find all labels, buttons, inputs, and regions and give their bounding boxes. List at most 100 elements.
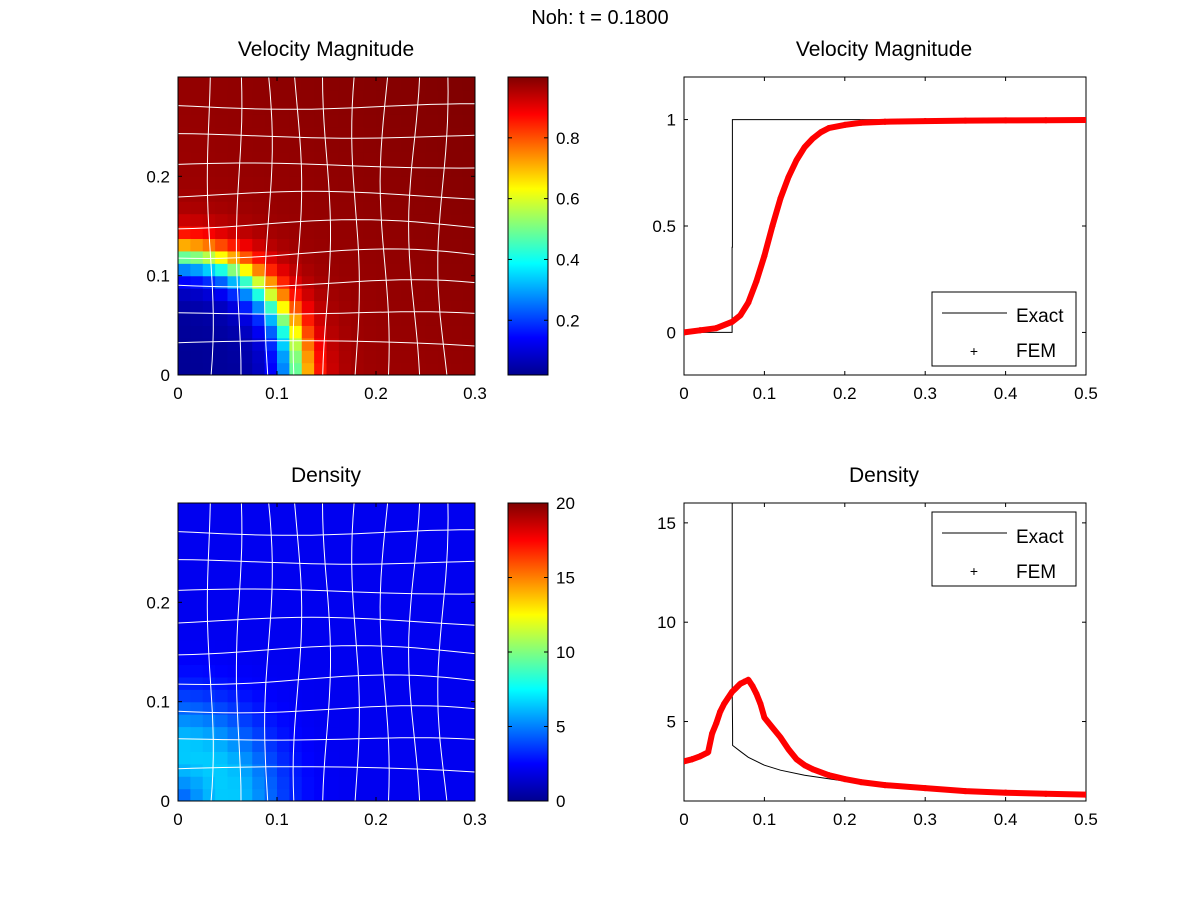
velocity-field-cell bbox=[190, 213, 204, 227]
density-colorbar bbox=[507, 502, 549, 802]
velocity-field-cell bbox=[376, 188, 389, 202]
velocity-field-cell bbox=[178, 163, 191, 177]
velocity-field-cell bbox=[351, 201, 365, 215]
velocity-field-cell bbox=[289, 101, 303, 115]
density-field-cell bbox=[314, 589, 328, 603]
velocity-field-cell bbox=[338, 362, 352, 375]
density-field-cell bbox=[239, 639, 253, 653]
density-field-cell bbox=[388, 540, 402, 554]
density-field-cell bbox=[239, 664, 253, 678]
velocity-field-cell bbox=[239, 163, 253, 177]
velocity-field-cell bbox=[314, 89, 328, 103]
velocity-field-cell bbox=[338, 163, 352, 177]
velocity-field-cell bbox=[326, 337, 340, 351]
density-field-cell bbox=[400, 738, 414, 752]
density-legend-exact-label: Exact bbox=[1016, 527, 1064, 548]
density-field-cell bbox=[178, 701, 191, 715]
velocity-field-cell bbox=[376, 263, 389, 277]
density-field-cell bbox=[425, 614, 439, 628]
velocity-field-ytick-label: 0.1 bbox=[146, 267, 170, 286]
velocity-field-cell bbox=[326, 188, 340, 202]
density-field-cell bbox=[215, 763, 229, 777]
velocity-field-cell bbox=[314, 163, 328, 177]
density-field-cell bbox=[264, 565, 278, 579]
velocity-profile-xtick-label: 0.2 bbox=[833, 384, 857, 403]
velocity-field-cell bbox=[190, 163, 204, 177]
density-field-cell bbox=[413, 664, 427, 678]
velocity-field-cell bbox=[301, 288, 315, 302]
velocity-profile-ytick-label: 0 bbox=[667, 323, 676, 342]
density-field-cell bbox=[462, 689, 475, 703]
velocity-profile-xtick-label: 0.3 bbox=[913, 384, 937, 403]
density-field-cell bbox=[239, 565, 253, 579]
density-field-cell bbox=[264, 627, 278, 641]
velocity-field-cell bbox=[239, 288, 253, 302]
density-field-cell bbox=[425, 763, 439, 777]
density-field-cell bbox=[413, 776, 427, 790]
velocity-field-cell bbox=[400, 312, 414, 326]
velocity-field-cell bbox=[326, 275, 340, 289]
velocity-field-cell bbox=[437, 176, 451, 190]
density-field-cell bbox=[289, 589, 303, 603]
velocity-field-cell bbox=[227, 213, 241, 227]
density-field-cell bbox=[400, 788, 414, 801]
velocity-field-cell bbox=[326, 312, 340, 326]
density-profile-ytick-label: 5 bbox=[667, 713, 676, 732]
velocity-field-cell bbox=[264, 238, 278, 252]
velocity-field-cell bbox=[178, 201, 191, 215]
velocity-field-cell bbox=[289, 213, 303, 227]
density-field-cell bbox=[264, 701, 278, 715]
density-field-cell bbox=[252, 577, 266, 591]
density-field-cell bbox=[314, 726, 328, 740]
density-field-cell bbox=[215, 503, 229, 517]
density-field-cell bbox=[190, 577, 204, 591]
density-field-cell bbox=[190, 714, 204, 728]
density-profile-xtick-label: 0.2 bbox=[833, 810, 857, 829]
velocity-field-cell bbox=[314, 300, 328, 314]
density-field-cell bbox=[301, 540, 315, 554]
mesh-line-horizontal bbox=[178, 766, 475, 773]
density-field-cell bbox=[227, 788, 241, 801]
velocity-legend-box bbox=[931, 291, 1077, 367]
velocity-field-cell bbox=[413, 163, 427, 177]
velocity-field-cell bbox=[215, 263, 229, 277]
density-field-cell bbox=[462, 503, 475, 517]
density-field-cell bbox=[202, 664, 216, 678]
density-field-cell bbox=[437, 664, 451, 678]
velocity-field-cell bbox=[363, 151, 377, 165]
velocity-field-cell bbox=[326, 250, 340, 264]
density-field-cell bbox=[363, 664, 377, 678]
density-field-cell bbox=[437, 503, 451, 517]
velocity-field-cell bbox=[190, 275, 204, 289]
velocity-field-cell bbox=[239, 201, 253, 215]
velocity-field-cell bbox=[363, 139, 377, 153]
velocity-field-cell bbox=[388, 188, 402, 202]
density-field-cell bbox=[178, 751, 191, 765]
velocity-field-cell bbox=[351, 139, 365, 153]
velocity-field-cell bbox=[264, 213, 278, 227]
velocity-field-cell bbox=[363, 176, 377, 190]
density-field-cell bbox=[314, 664, 328, 678]
velocity-field-cell bbox=[178, 350, 191, 364]
velocity-field-cell bbox=[301, 263, 315, 277]
velocity-field-cell bbox=[450, 288, 464, 302]
velocity-field-cell bbox=[450, 213, 464, 227]
density-field-cell bbox=[388, 689, 402, 703]
velocity-field-cell bbox=[351, 188, 365, 202]
density-field-cell bbox=[289, 788, 303, 801]
density-field-cell bbox=[289, 639, 303, 653]
density-field-cell bbox=[190, 738, 204, 752]
velocity-field-cell bbox=[301, 350, 315, 364]
density-field-cell bbox=[227, 589, 241, 603]
density-field-cell bbox=[178, 589, 191, 603]
density-field-cell bbox=[351, 776, 365, 790]
density-field-cell bbox=[388, 503, 402, 517]
velocity-field-cell bbox=[264, 188, 278, 202]
density-field-cell bbox=[301, 689, 315, 703]
density-field-cell bbox=[202, 726, 216, 740]
velocity-field-cell bbox=[376, 238, 389, 252]
density-field-cell bbox=[388, 515, 402, 529]
density-field-cell bbox=[277, 577, 290, 591]
velocity-field-cell bbox=[289, 176, 303, 190]
velocity-field-cell bbox=[400, 337, 414, 351]
